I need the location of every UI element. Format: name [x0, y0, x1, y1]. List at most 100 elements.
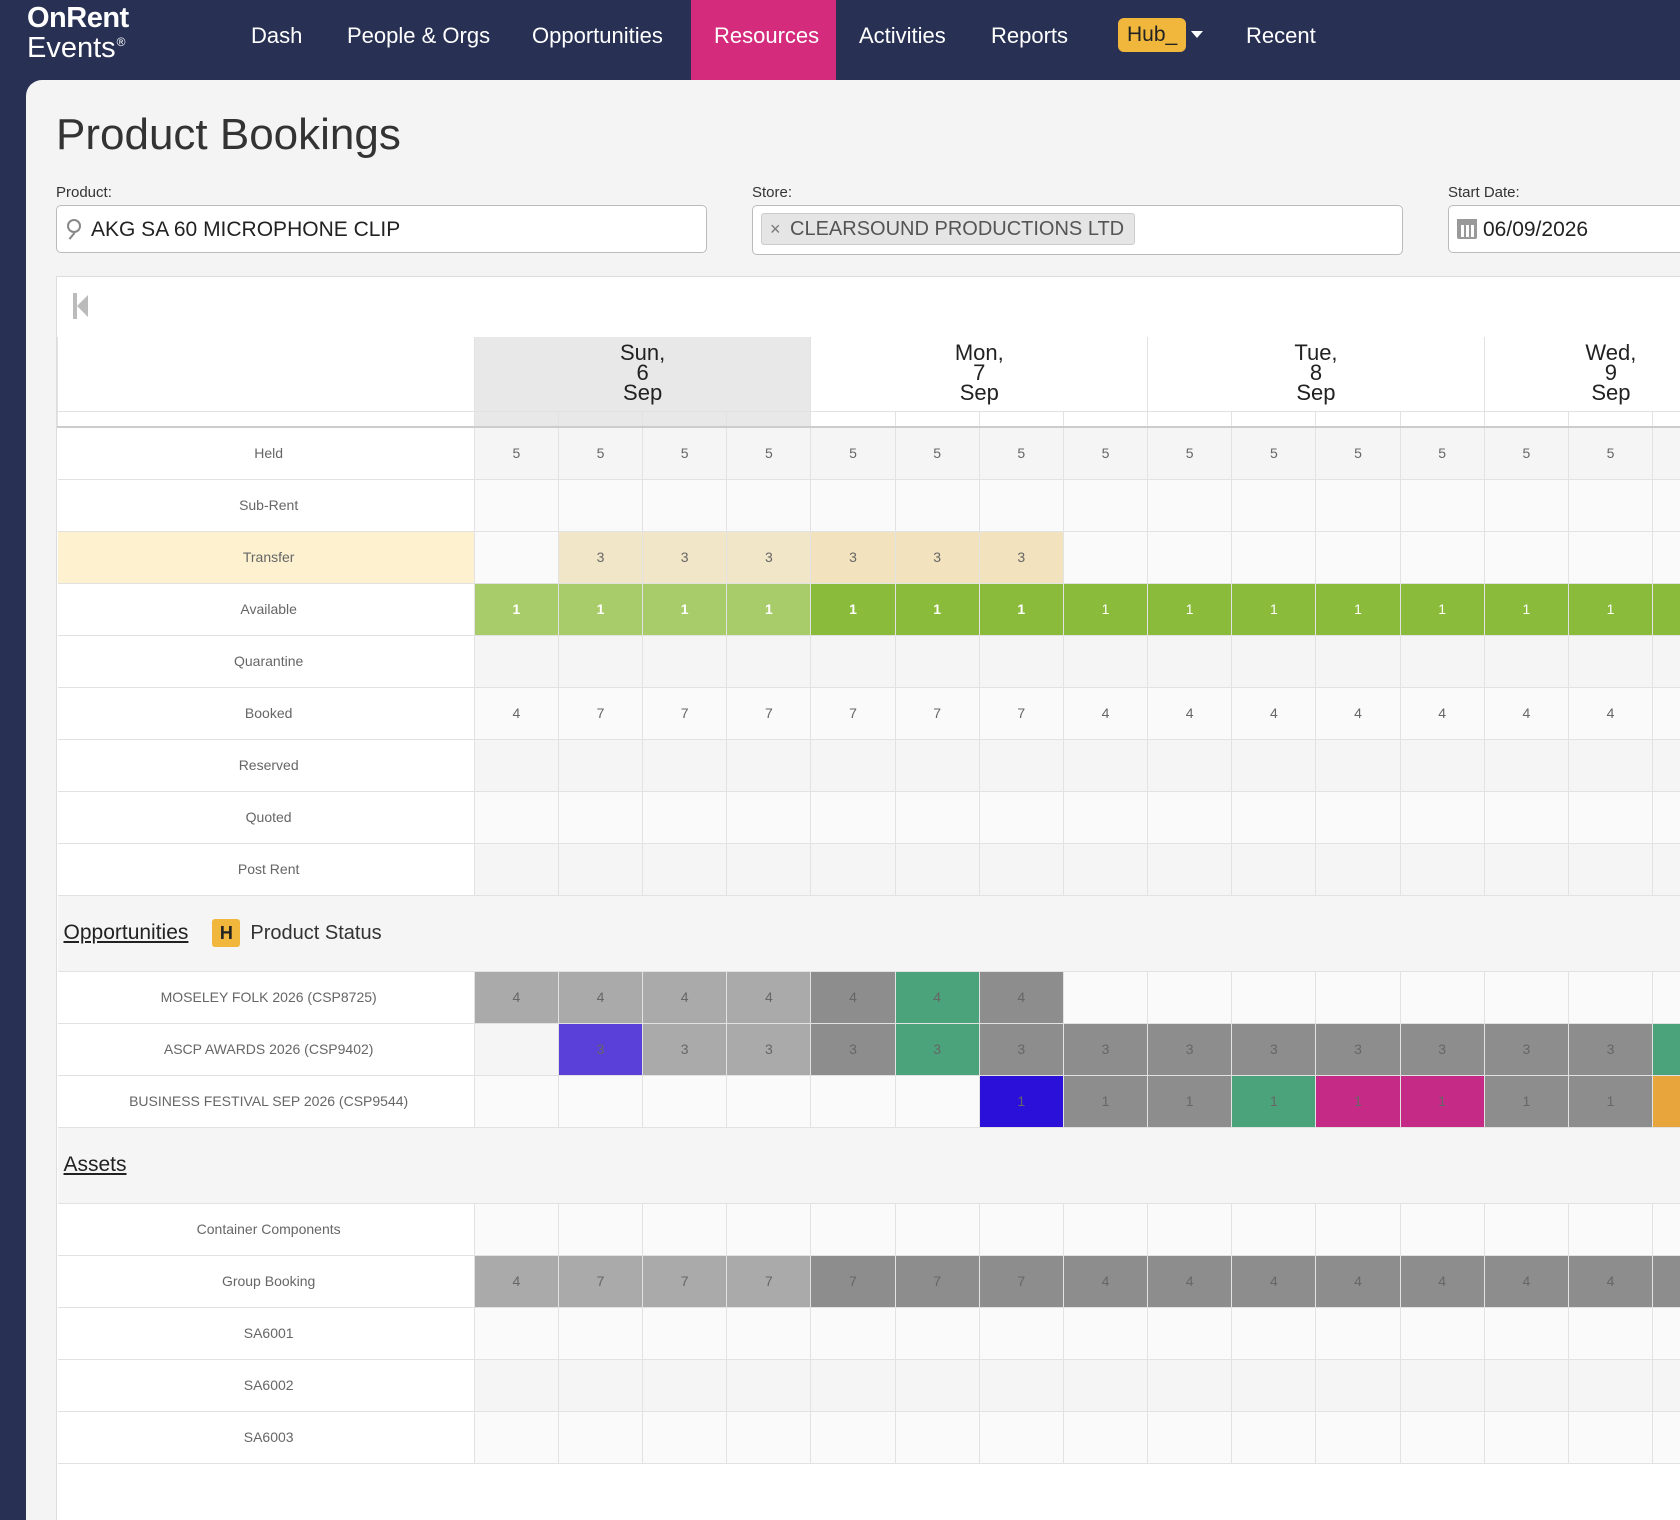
- asset-cell[interactable]: [1483, 1203, 1569, 1256]
- booking-cell[interactable]: 1: [1062, 1075, 1148, 1128]
- cell[interactable]: 5: [473, 427, 559, 480]
- cell[interactable]: [978, 791, 1064, 844]
- nav-opportunities[interactable]: Opportunities: [532, 23, 663, 48]
- asset-cell[interactable]: [642, 1411, 727, 1464]
- asset-cell[interactable]: [557, 1203, 643, 1256]
- booking-cell[interactable]: 3: [978, 1023, 1064, 1076]
- asset-cell[interactable]: [642, 1203, 727, 1256]
- booking-cell[interactable]: 1: [978, 1075, 1064, 1128]
- asset-cell[interactable]: 7: [642, 1255, 727, 1308]
- calendar-icon[interactable]: [1457, 219, 1477, 239]
- nav-hub[interactable]: Hub_: [1095, 0, 1226, 80]
- day-header[interactable]: Tue, 8 Sep: [1147, 337, 1485, 412]
- asset-cell[interactable]: 4: [1147, 1255, 1232, 1308]
- asset-link[interactable]: SA6001: [57, 1307, 475, 1360]
- asset-cell[interactable]: [1062, 1307, 1148, 1360]
- asset-cell[interactable]: [810, 1203, 896, 1256]
- asset-cell[interactable]: [1483, 1359, 1569, 1412]
- cell[interactable]: [473, 479, 559, 532]
- booking-cell[interactable]: [473, 1023, 559, 1076]
- booking-cell[interactable]: 3: [1231, 1023, 1316, 1076]
- asset-cell[interactable]: [894, 1307, 980, 1360]
- cell[interactable]: [894, 791, 980, 844]
- day-header[interactable]: Wed, 9 Sep: [1483, 337, 1680, 412]
- cell[interactable]: [1147, 531, 1232, 584]
- asset-cell[interactable]: [978, 1359, 1064, 1412]
- asset-cell[interactable]: [1147, 1411, 1232, 1464]
- cell[interactable]: 1: [1567, 583, 1653, 636]
- booking-cell[interactable]: 3: [557, 1023, 643, 1076]
- cell[interactable]: [810, 635, 896, 688]
- booking-cell[interactable]: 3: [1315, 1023, 1401, 1076]
- asset-cell[interactable]: [557, 1307, 643, 1360]
- store-field[interactable]: × CLEARSOUND PRODUCTIONS LTD: [752, 205, 1403, 255]
- cell[interactable]: [1399, 739, 1485, 792]
- cell[interactable]: [1147, 635, 1232, 688]
- cell[interactable]: 1: [810, 583, 896, 636]
- asset-cell[interactable]: [726, 1203, 811, 1256]
- booking-cell[interactable]: 4: [810, 971, 896, 1024]
- asset-cell[interactable]: [557, 1359, 643, 1412]
- cell[interactable]: [1567, 531, 1653, 584]
- cell[interactable]: 3: [726, 531, 811, 584]
- cell[interactable]: [642, 791, 727, 844]
- cell[interactable]: 1: [1483, 583, 1569, 636]
- cell[interactable]: 7: [642, 687, 727, 740]
- opportunity-link[interactable]: MOSELEY FOLK 2026 (CSP8725): [57, 971, 475, 1024]
- cell[interactable]: 1: [1147, 583, 1232, 636]
- booking-cell[interactable]: 3: [810, 1023, 896, 1076]
- cell[interactable]: [473, 531, 559, 584]
- booking-cell[interactable]: 3: [1147, 1023, 1232, 1076]
- cell[interactable]: 4: [1147, 687, 1232, 740]
- cell[interactable]: [1652, 531, 1680, 584]
- cell[interactable]: [557, 479, 643, 532]
- asset-cell[interactable]: [1652, 1411, 1680, 1464]
- cell[interactable]: [1062, 635, 1148, 688]
- cell[interactable]: [810, 843, 896, 896]
- asset-cell[interactable]: [1652, 1307, 1680, 1360]
- asset-cell[interactable]: 4: [473, 1255, 559, 1308]
- cell[interactable]: 5: [1062, 427, 1148, 480]
- cell[interactable]: [810, 791, 896, 844]
- booking-cell[interactable]: 4: [894, 971, 980, 1024]
- cell[interactable]: 1: [1315, 583, 1401, 636]
- asset-cell[interactable]: 4: [1231, 1255, 1316, 1308]
- cell[interactable]: 5: [1567, 427, 1653, 480]
- cell[interactable]: [1147, 791, 1232, 844]
- booking-cell[interactable]: [1483, 971, 1569, 1024]
- cell[interactable]: [1315, 635, 1401, 688]
- cell[interactable]: 5: [557, 427, 643, 480]
- cell[interactable]: 5: [1483, 427, 1569, 480]
- asset-cell[interactable]: [1399, 1411, 1485, 1464]
- booking-cell[interactable]: [473, 1075, 559, 1128]
- opportunities-title[interactable]: Opportunities: [63, 921, 189, 944]
- cell[interactable]: 7: [894, 687, 980, 740]
- booking-cell[interactable]: [1231, 971, 1316, 1024]
- asset-cell[interactable]: [1315, 1203, 1401, 1256]
- booking-cell[interactable]: 3: [726, 1023, 811, 1076]
- cell[interactable]: [1652, 739, 1680, 792]
- cell[interactable]: [726, 739, 811, 792]
- nav-recent[interactable]: Recent: [1246, 23, 1316, 48]
- asset-cell[interactable]: 7: [978, 1255, 1064, 1308]
- cell[interactable]: 1: [1652, 583, 1680, 636]
- asset-cell[interactable]: [1567, 1359, 1653, 1412]
- cell[interactable]: 1: [894, 583, 980, 636]
- cell[interactable]: [810, 479, 896, 532]
- cell[interactable]: 1: [557, 583, 643, 636]
- booking-cell[interactable]: [726, 1075, 811, 1128]
- booking-cell[interactable]: 1: [1652, 1075, 1680, 1128]
- cell[interactable]: [1231, 791, 1316, 844]
- cell[interactable]: [1315, 531, 1401, 584]
- nav-dash[interactable]: Dash: [251, 23, 303, 48]
- cell[interactable]: 5: [642, 427, 727, 480]
- cell[interactable]: [1567, 791, 1653, 844]
- cell[interactable]: [642, 635, 727, 688]
- booking-cell[interactable]: [1567, 971, 1653, 1024]
- product-field[interactable]: AKG SA 60 MICROPHONE CLIP: [56, 205, 707, 253]
- assets-title[interactable]: Assets: [63, 1153, 127, 1176]
- cell[interactable]: 5: [978, 427, 1064, 480]
- asset-cell[interactable]: [1483, 1411, 1569, 1464]
- first-page-icon[interactable]: [71, 293, 91, 319]
- cell[interactable]: 1: [1231, 583, 1316, 636]
